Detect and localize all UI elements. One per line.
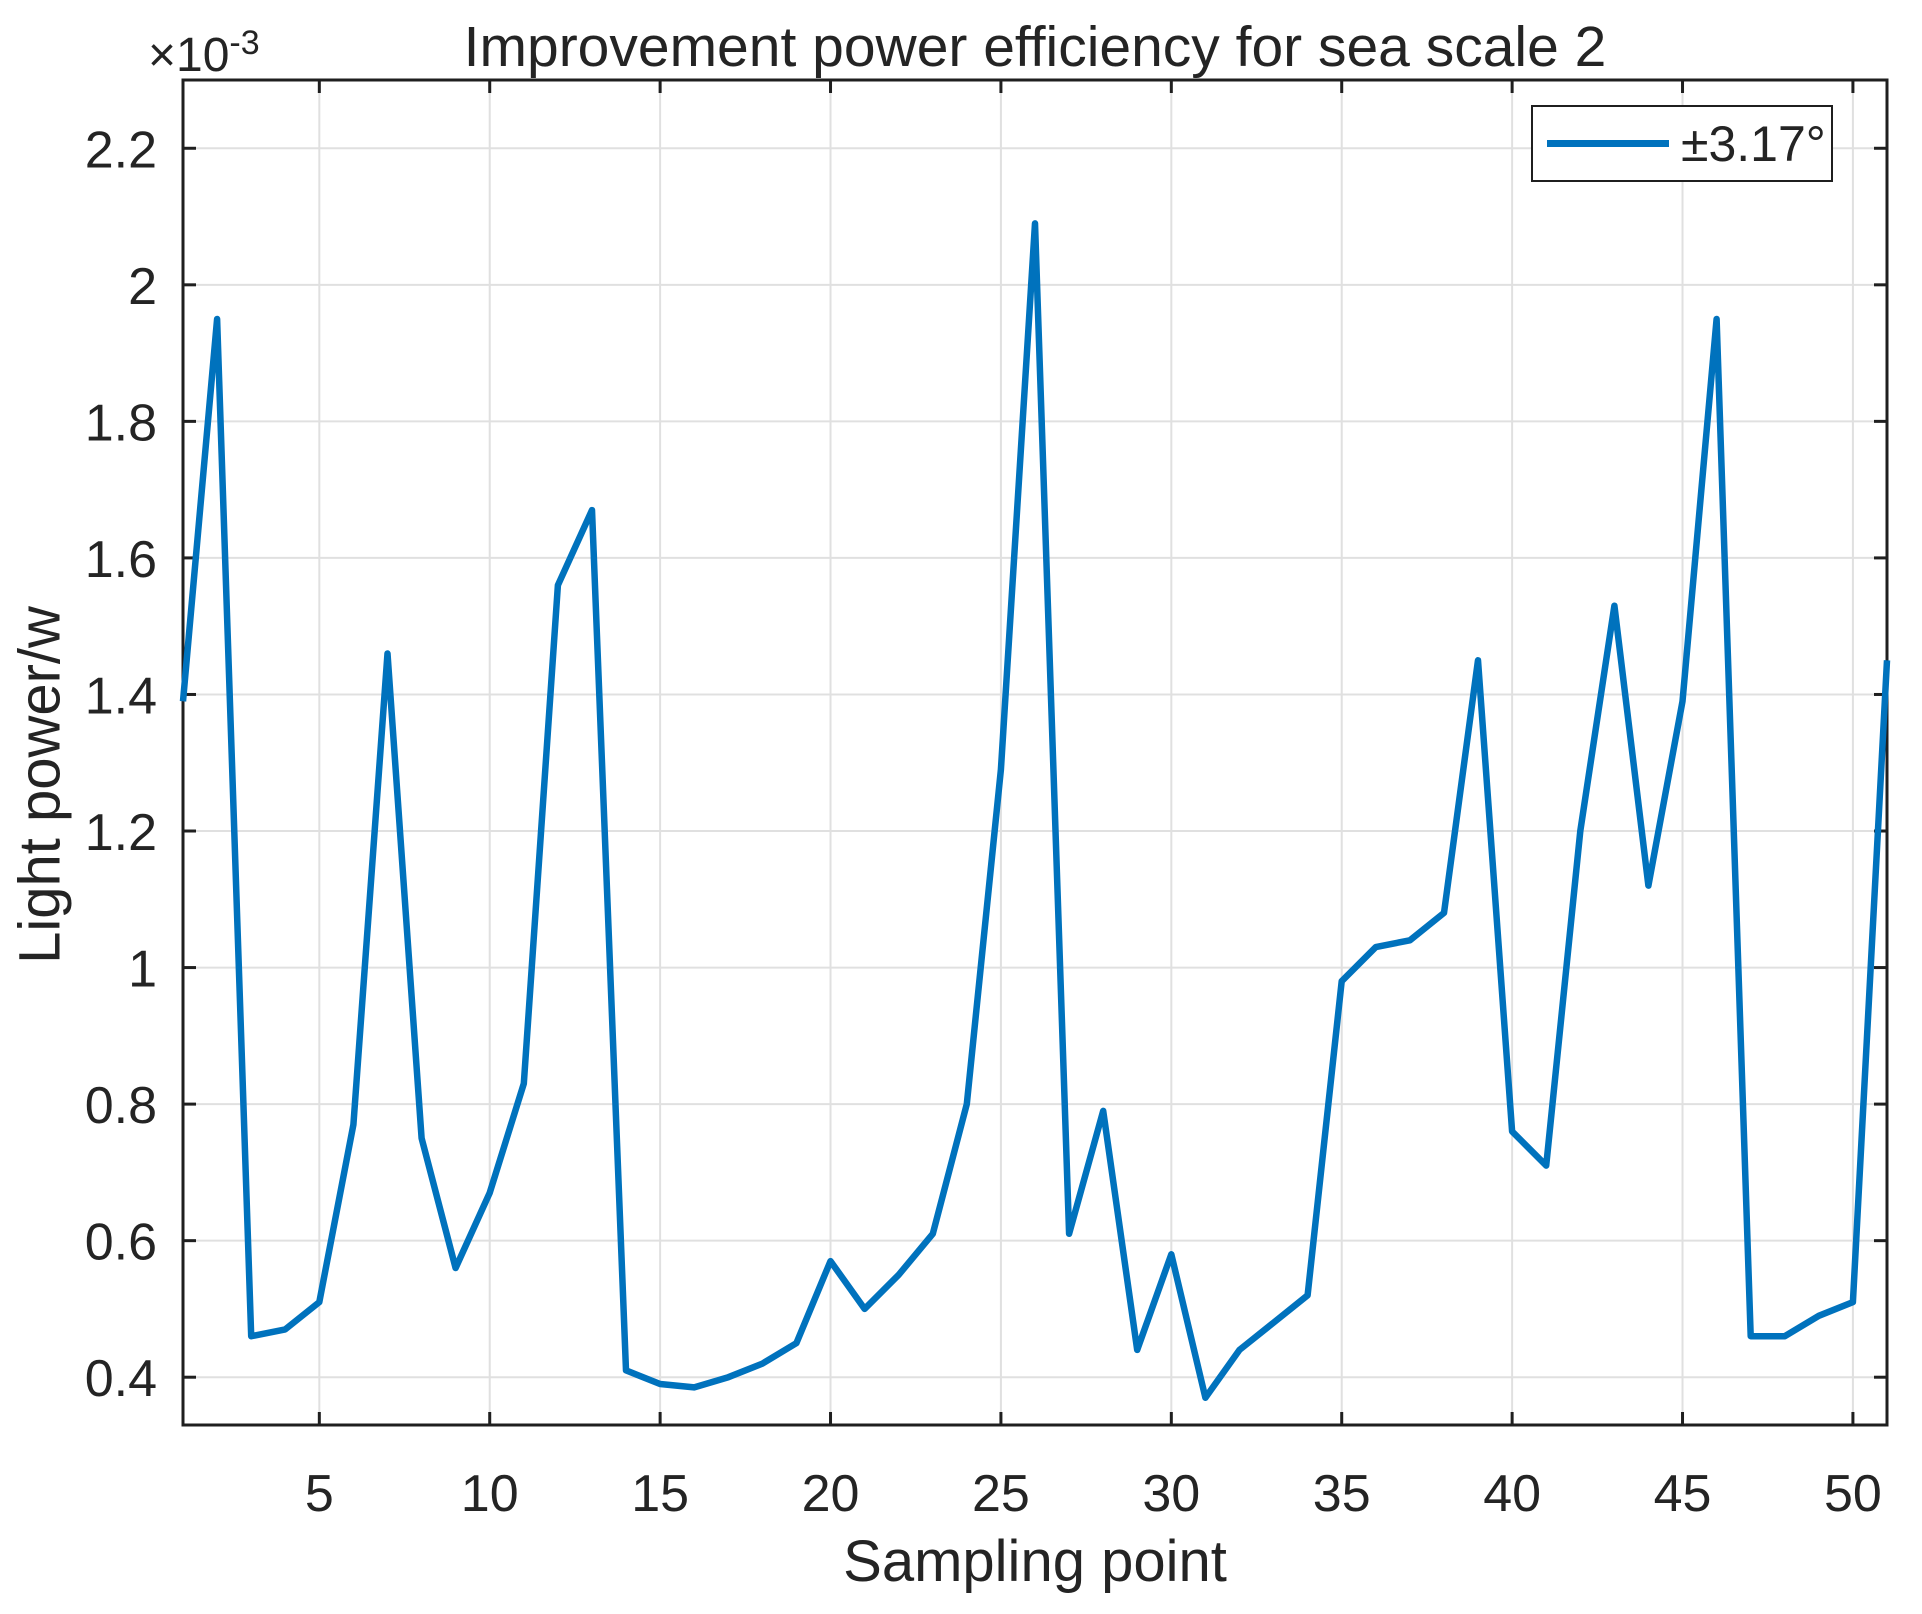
- series-line: [179, 220, 1891, 1401]
- y-axis-exponent-label: ×10-3: [148, 24, 260, 82]
- x-tick-label: 50: [1824, 1465, 1882, 1523]
- x-tick-label: 30: [1142, 1465, 1200, 1523]
- x-tick-label: 20: [802, 1465, 860, 1523]
- y-tick-label: 0.6: [85, 1214, 157, 1272]
- x-tick-label: 10: [461, 1465, 519, 1523]
- y-tick-label: 0.4: [85, 1350, 157, 1408]
- x-tick-label: 25: [972, 1465, 1030, 1523]
- axes-border: [181, 78, 1889, 1427]
- legend-line-sample: [1547, 140, 1669, 147]
- x-tick-label: 35: [1313, 1465, 1371, 1523]
- y-tick-label: 0.8: [85, 1077, 157, 1135]
- y-tick-label: 1.2: [85, 804, 157, 862]
- y-tick-label: 1.6: [85, 531, 157, 589]
- x-tick-label: 15: [631, 1465, 689, 1523]
- y-axis-label: Light power/w: [7, 606, 73, 964]
- x-tick-label: 45: [1654, 1465, 1712, 1523]
- legend-box: ±3.17°: [1531, 105, 1833, 182]
- x-axis-label: Sampling point: [843, 1529, 1227, 1594]
- x-tick-label: 5: [305, 1465, 334, 1523]
- y-tick-label: 2.2: [85, 121, 157, 179]
- x-tick-label: 40: [1483, 1465, 1541, 1523]
- y-tick-label: 2: [128, 258, 157, 316]
- legend-series-label: ±3.17°: [1681, 115, 1826, 172]
- y-tick-label: 1.8: [85, 394, 157, 452]
- chart-title: Improvement power efficiency for sea sca…: [463, 15, 1607, 79]
- y-tick-label: 1: [128, 941, 157, 999]
- y-tick-label: 1.4: [85, 667, 157, 725]
